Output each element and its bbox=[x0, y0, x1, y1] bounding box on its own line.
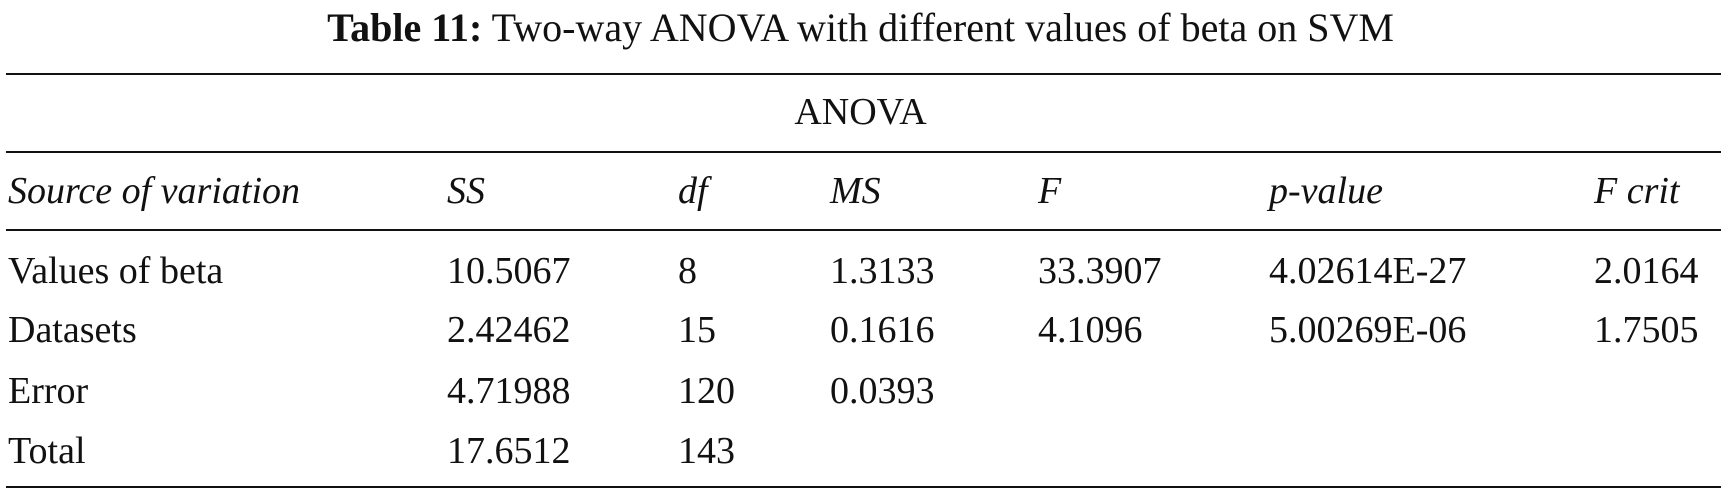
cell-ss: 10.5067 bbox=[447, 250, 571, 292]
cell-p-value: 5.00269E-06 bbox=[1269, 309, 1467, 351]
row-label: Values of beta bbox=[8, 250, 224, 292]
cell-ss: 4.71988 bbox=[447, 370, 571, 412]
cell-p-value: 4.02614E-27 bbox=[1269, 250, 1467, 292]
cell-df: 120 bbox=[678, 370, 735, 412]
row-label: Error bbox=[8, 370, 89, 412]
cell-ss: 17.6512 bbox=[447, 430, 571, 472]
column-header-p-value: p-value bbox=[1269, 170, 1383, 212]
row-label: Total bbox=[8, 430, 86, 472]
cell-f-crit: 2.0164 bbox=[1594, 250, 1699, 292]
column-header-df: df bbox=[678, 170, 708, 212]
bottom-rule bbox=[6, 486, 1721, 488]
group-header-anova: ANOVA bbox=[794, 91, 927, 133]
cell-f: 4.1096 bbox=[1038, 309, 1143, 351]
cell-df: 15 bbox=[678, 309, 716, 351]
cell-ms: 1.3133 bbox=[830, 250, 935, 292]
header-rule bbox=[6, 229, 1721, 231]
table-caption: Table 11: Two-way ANOVA with different v… bbox=[0, 4, 1721, 52]
cell-ms: 0.0393 bbox=[830, 370, 935, 412]
cell-ms: 0.1616 bbox=[830, 309, 935, 351]
cell-df: 8 bbox=[678, 250, 697, 292]
top-rule bbox=[6, 73, 1721, 75]
group-header-rule bbox=[6, 151, 1721, 153]
table-title: Two-way ANOVA with different values of b… bbox=[491, 5, 1394, 50]
cell-f-crit: 1.7505 bbox=[1594, 309, 1699, 351]
table-number: Table 11: bbox=[327, 5, 483, 50]
cell-df: 143 bbox=[678, 430, 735, 472]
column-header-f: F bbox=[1038, 170, 1062, 212]
cell-f: 33.3907 bbox=[1038, 250, 1162, 292]
column-header-ss: SS bbox=[447, 170, 485, 212]
column-header-source: Source of variation bbox=[8, 170, 300, 212]
column-header-f-crit: F crit bbox=[1594, 170, 1680, 212]
column-header-ms: MS bbox=[830, 170, 881, 212]
cell-ss: 2.42462 bbox=[447, 309, 571, 351]
row-label: Datasets bbox=[8, 309, 137, 351]
